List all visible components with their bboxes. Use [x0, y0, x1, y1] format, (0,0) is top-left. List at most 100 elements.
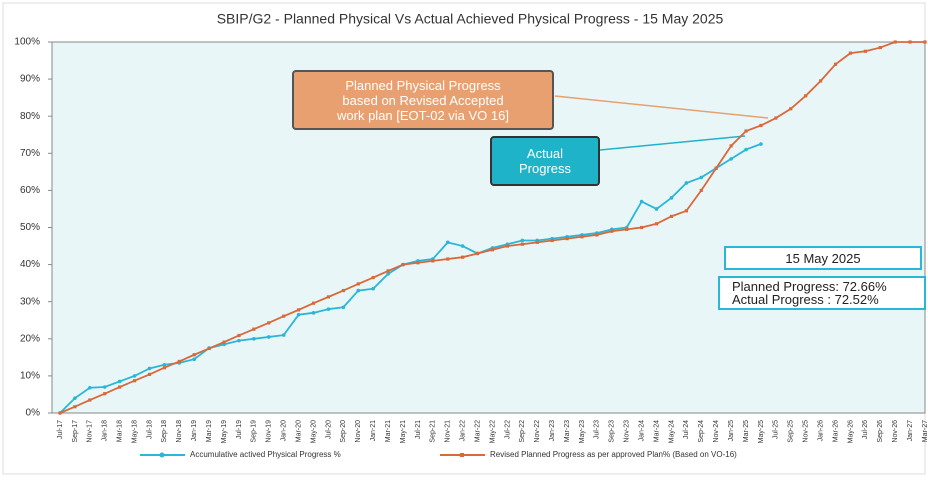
x-tick-label: Mar-23 [564, 420, 571, 442]
data-point [147, 366, 152, 371]
data-point [326, 295, 331, 299]
data-point [729, 157, 733, 161]
x-tick-label: Nov-21 [445, 420, 452, 443]
data-point [684, 209, 688, 213]
x-tick-label: May-22 [489, 420, 496, 443]
progress-box: Planned Progress: 72.66% Actual Progress… [718, 276, 926, 310]
data-point [73, 405, 77, 409]
x-tick-label: Jul-22 [504, 420, 511, 439]
callout-line: work plan [EOT-02 via VO 16] [337, 107, 509, 123]
callout-arrow [554, 95, 769, 119]
x-tick-label: Jan-18 [102, 420, 109, 442]
data-point [281, 333, 286, 337]
x-tick-label: May-24 [668, 420, 675, 443]
x-tick-label: Jul-21 [415, 420, 422, 439]
data-point [296, 312, 301, 317]
y-tick-label: 0% [26, 408, 41, 419]
data-point [595, 233, 599, 237]
data-point [461, 255, 465, 259]
data-point [744, 129, 748, 133]
callout-line: Planned Physical Progress [345, 77, 501, 93]
y-tick-label: 60% [20, 185, 40, 196]
x-tick-label: Jan-25 [728, 420, 735, 442]
data-point [207, 346, 211, 351]
data-point [639, 199, 644, 204]
data-point [475, 251, 480, 256]
y-tick-label: 100% [14, 37, 40, 48]
data-point [699, 175, 704, 180]
callout-line: based on Revised Accepted [342, 92, 504, 108]
x-tick-label: May-25 [758, 420, 765, 443]
x-tick-label: Mar-24 [653, 420, 660, 442]
data-point [654, 222, 659, 226]
data-point [699, 188, 703, 192]
x-tick-label: Nov-23 [624, 420, 631, 443]
y-tick-label: 70% [20, 148, 40, 159]
planned-callout: Planned Physical Progress based on Revis… [292, 70, 554, 130]
data-point [252, 327, 256, 331]
data-point [863, 49, 867, 53]
callout-arrow [599, 135, 746, 151]
x-tick-label: Jul-23 [594, 420, 601, 439]
progress-line: Actual Progress : 72.52% [732, 292, 879, 307]
x-tick-label: Sep-17 [72, 420, 79, 443]
data-point [893, 40, 897, 44]
data-point [192, 353, 196, 357]
data-point [267, 321, 271, 325]
x-tick-label: Jan-21 [370, 420, 377, 442]
x-tick-label: Sep-26 [877, 420, 884, 443]
data-point [490, 248, 495, 252]
data-point [774, 116, 778, 120]
data-point [147, 372, 152, 377]
data-point [132, 379, 137, 383]
x-tick-label: May-26 [847, 420, 854, 443]
x-tick-label: Nov-17 [87, 420, 94, 443]
actual-callout: Actual Progress [490, 136, 600, 186]
x-tick-label: May-18 [131, 420, 138, 443]
x-tick-label: Jul-25 [773, 420, 780, 439]
x-tick-label: Sep-25 [788, 420, 795, 443]
x-tick-label: Jan-24 [638, 420, 645, 442]
data-point [565, 237, 569, 241]
legend-label: Accumulative actived Physical Progress % [190, 450, 341, 459]
data-point [908, 40, 912, 44]
data-point [923, 40, 927, 44]
data-point [833, 62, 838, 66]
data-point [460, 244, 465, 248]
data-point [192, 357, 197, 362]
x-tick-label: Nov-20 [355, 420, 362, 443]
x-tick-label: May-23 [579, 420, 586, 443]
chart-title: SBIP/G2 - Planned Physical Vs Actual Ach… [217, 11, 724, 27]
data-point [386, 272, 390, 276]
data-point [73, 396, 77, 400]
data-point [326, 307, 331, 311]
y-tick-label: 30% [20, 296, 40, 307]
x-tick-label: Jan-23 [549, 420, 556, 442]
callout-line: Progress [518, 161, 572, 176]
x-tick-label: Jul-17 [57, 420, 64, 439]
x-tick-label: Mar-20 [295, 420, 302, 442]
y-tick-label: 40% [20, 259, 40, 270]
data-point [759, 142, 763, 146]
data-point [401, 263, 405, 267]
data-point [804, 94, 808, 98]
x-tick-label: May-21 [400, 420, 407, 443]
y-tick-label: 90% [20, 74, 40, 85]
data-point [237, 338, 241, 343]
x-tick-label: Sep-21 [430, 420, 437, 443]
data-point [640, 225, 644, 230]
x-tick-label: Mar-27 [922, 420, 928, 442]
y-tick-label: 50% [20, 222, 40, 233]
data-point [446, 257, 450, 261]
x-tick-label: Mar-26 [832, 420, 839, 442]
data-point [266, 335, 271, 339]
data-point [177, 359, 181, 364]
data-point [819, 79, 823, 83]
x-tick-label: Jul-24 [683, 420, 690, 439]
x-tick-label: Jan-22 [460, 420, 467, 442]
x-tick-label: Sep-18 [161, 420, 168, 443]
x-tick-label: Sep-24 [698, 420, 705, 443]
x-tick-label: Nov-19 [266, 420, 273, 443]
y-tick-label: 80% [20, 111, 40, 122]
